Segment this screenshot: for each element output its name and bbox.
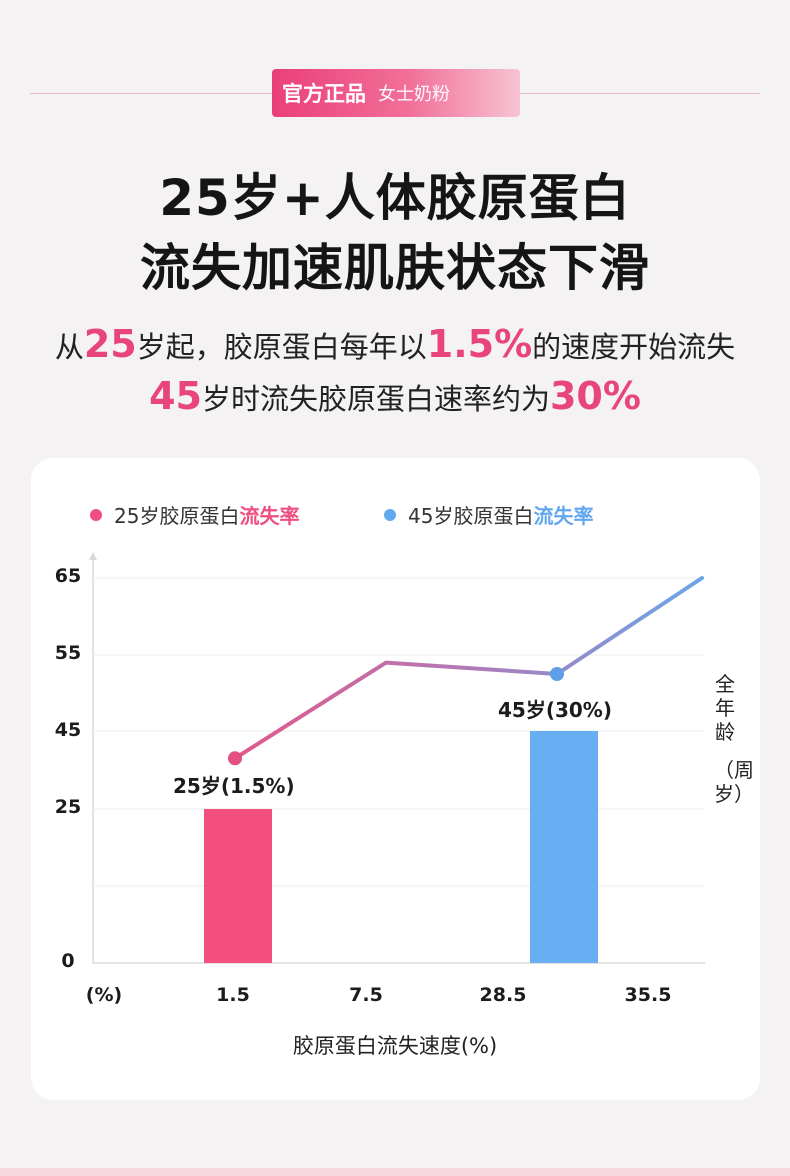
y-tick-0: 0	[61, 950, 75, 972]
x-tick-35-5: 35.5	[624, 984, 672, 1006]
subtext-1-a: 从	[54, 330, 84, 364]
x-tick-1-5: 1.5	[216, 984, 250, 1006]
y-axis-label-part2: （周岁）	[714, 758, 754, 806]
y-tick-45: 45	[54, 719, 82, 741]
point-label-25: 25岁(1.5%)	[173, 774, 295, 798]
legend-label-25: 25岁胶原蛋白	[114, 504, 240, 528]
subtext-line-1: 从25岁起，胶原蛋白每年以1.5%的速度开始流失	[0, 322, 790, 366]
x-tick-7-5: 7.5	[349, 984, 383, 1006]
legend-emph-25: 流失率	[239, 504, 300, 528]
chart-card	[31, 458, 760, 1100]
y-tick-65: 65	[54, 565, 82, 587]
subtext-2-highlight-age: 45	[149, 374, 202, 418]
subtext-1-highlight-age: 25	[83, 322, 137, 366]
badge-sub-text: 女士奶粉	[378, 84, 450, 105]
bottom-strip	[0, 1168, 790, 1176]
x-tick-28-5: 28.5	[479, 984, 527, 1006]
headline-line-2: 流失加速肌肤状态下滑	[140, 239, 650, 297]
y-axis-label-part1: 全年龄	[715, 672, 735, 744]
legend-dot-pink	[90, 508, 102, 521]
legend-label-45: 45岁胶原蛋白	[408, 504, 534, 528]
legend-item-45: 45岁胶原蛋白 流失率	[384, 500, 593, 529]
legend-dot-blue	[384, 508, 396, 521]
subtext-1-highlight-rate: 1.5%	[426, 322, 533, 366]
headline-line-1: 25岁+人体胶原蛋白	[159, 169, 631, 227]
y-tick-55: 55	[54, 642, 82, 664]
point-label-45: 45岁(30%)	[498, 698, 612, 722]
subtext-line-2: 45岁时流失胶原蛋白速率约为30%	[0, 374, 790, 418]
y-axis-label: 全年龄 （周岁）	[712, 672, 754, 806]
subtext-1-c: 岁起，胶原蛋白每年以	[136, 330, 427, 364]
subtext-1-e: 的速度开始流失	[532, 330, 736, 364]
legend-emph-45: 流失率	[533, 504, 594, 528]
subtext-2-b: 岁时流失胶原蛋白速率约为	[201, 382, 550, 416]
y-tick-25: 25	[54, 796, 82, 818]
legend-item-25: 25岁胶原蛋白 流失率	[90, 500, 299, 529]
subtext-2-highlight-rate: 30%	[549, 374, 641, 418]
badge-main-text: 官方正品	[282, 82, 366, 106]
official-product-badge: 官方正品 女士奶粉	[272, 69, 520, 117]
x-axis-label: 胶原蛋白流失速度(%)	[292, 1034, 498, 1058]
x-tick-unit: (%)	[85, 984, 123, 1006]
